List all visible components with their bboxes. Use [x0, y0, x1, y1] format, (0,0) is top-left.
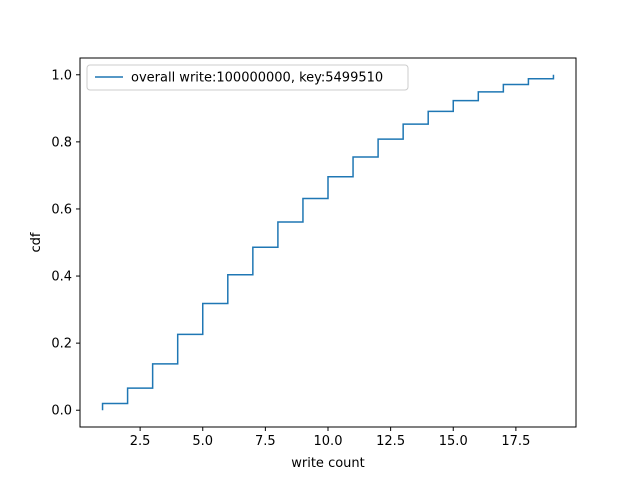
y-axis-label: cdf: [29, 232, 44, 252]
legend: overall write:100000000, key:5499510: [86, 64, 409, 91]
x-tick-label: 10.0: [314, 434, 343, 449]
legend-label: overall write:100000000, key:5499510: [131, 71, 383, 86]
y-tick-label: 0.8: [51, 135, 72, 150]
y-tick-label: 0.0: [51, 404, 72, 419]
legend-box: [86, 64, 409, 91]
x-tick-label: 2.5: [130, 434, 151, 449]
y-tick-label: 0.4: [51, 270, 72, 285]
series-line-0: [101, 74, 555, 411]
y-axis: 0.0 0.2 0.4 0.6 0.8 1.0: [51, 68, 80, 419]
x-axis: 2.5 5.0 7.5 10.0 12.5 15.0 17.5: [130, 427, 530, 449]
y-tick-label: 0.6: [51, 202, 72, 217]
x-tick-label: 5.0: [192, 434, 213, 449]
plot-area: [101, 74, 555, 411]
y-tick-label: 0.2: [51, 337, 72, 352]
x-tick-label: 17.5: [501, 434, 530, 449]
y-tick-label: 1.0: [51, 68, 72, 83]
x-axis-label: write count: [291, 456, 365, 471]
x-tick-label: 15.0: [439, 434, 468, 449]
x-tick-label: 12.5: [376, 434, 405, 449]
x-tick-label: 7.5: [255, 434, 276, 449]
